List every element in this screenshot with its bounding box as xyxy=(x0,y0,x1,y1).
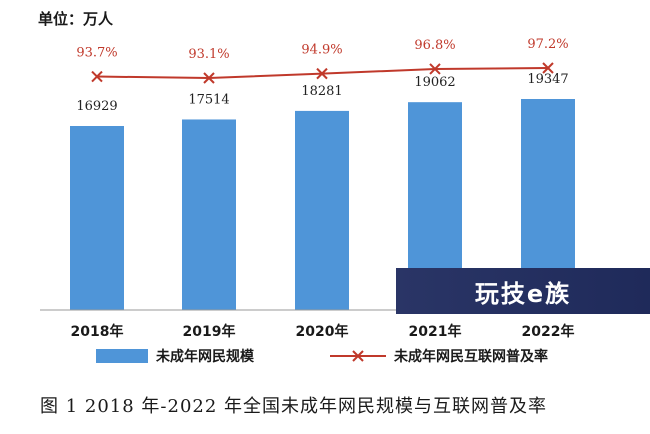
line-point-marker xyxy=(316,67,328,80)
line-point-marker xyxy=(91,70,103,83)
bar-value-label: 16929 xyxy=(76,99,117,114)
line-value-label: 93.7% xyxy=(76,46,117,61)
marker-stroke xyxy=(542,62,554,74)
legend: 未成年网民规模 未成年网民互联网普及率 xyxy=(0,344,650,368)
labels-layer: 16929 17514 18281 19062 19347 93.7% 93.1% 94.9%… xyxy=(71,37,575,340)
legend-item-bar: 未成年网民规模 xyxy=(96,344,254,368)
x-tick-label: 2019年 xyxy=(183,323,236,340)
legend-swatch-bar xyxy=(96,349,148,363)
legend-label-bar: 未成年网民规模 xyxy=(156,349,254,365)
line-point-marker xyxy=(203,72,215,84)
line-value-label: 96.8% xyxy=(414,38,455,53)
marker-stroke xyxy=(429,63,441,75)
bar-2019年 xyxy=(182,119,236,310)
line-point-marker xyxy=(429,63,441,75)
bar-value-label: 17514 xyxy=(188,92,229,107)
line-value-label: 97.2% xyxy=(527,37,568,52)
legend-swatch-line xyxy=(330,350,386,362)
bar-value-label: 19347 xyxy=(527,72,568,87)
line-value-label: 94.9% xyxy=(301,43,342,58)
line-value-label: 93.1% xyxy=(188,47,229,62)
line-layer xyxy=(91,62,554,84)
figure-caption: 图 1 2018 年-2022 年全国未成年网民规模与互联网普及率 xyxy=(40,396,548,417)
bar-value-label: 18281 xyxy=(301,84,342,99)
marker-stroke xyxy=(91,70,103,83)
marker-stroke xyxy=(316,67,328,80)
bar-2018年 xyxy=(70,126,124,310)
unit-label: 单位：万人 xyxy=(38,10,114,28)
x-tick-label: 2021年 xyxy=(409,323,462,340)
bar-2020年 xyxy=(295,110,349,310)
line-point-marker xyxy=(542,62,554,74)
x-tick-label: 2018年 xyxy=(71,323,124,340)
marker-stroke xyxy=(203,72,215,84)
watermark-logo: 玩技e族 xyxy=(396,268,650,314)
x-tick-label: 2020年 xyxy=(296,323,349,340)
bar-value-label: 19062 xyxy=(414,75,455,90)
legend-label-line: 未成年网民互联网普及率 xyxy=(394,349,548,365)
legend-item-line: 未成年网民互联网普及率 xyxy=(330,344,548,368)
x-tick-label: 2022年 xyxy=(522,323,575,340)
